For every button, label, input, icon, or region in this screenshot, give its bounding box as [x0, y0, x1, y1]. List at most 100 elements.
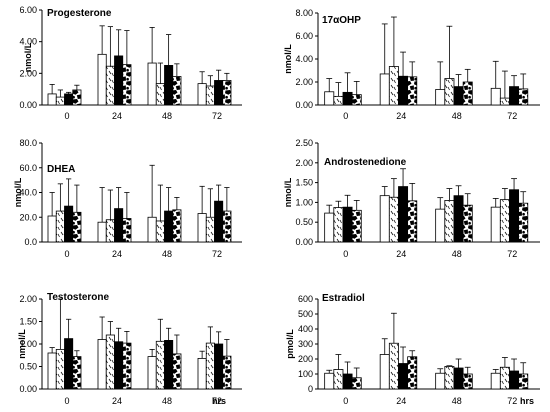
- panel-0: 0.00 2.00 4.00 6.00 nmol/L Progesterone 0 24 48 7…: [19, 5, 242, 121]
- bar-cow-spots: [172, 76, 182, 106]
- x-tick-label: 48: [452, 396, 462, 406]
- bar-dashes: [388, 342, 399, 390]
- x-tick-label: 48: [162, 396, 172, 406]
- bar-dashes: [55, 96, 65, 106]
- y-tick-label: 400: [298, 324, 313, 334]
- y-tick-label: 0: [308, 384, 313, 394]
- y-tick-label: 80.0: [19, 138, 37, 148]
- bar-black: [114, 208, 124, 243]
- x-tick-label: 72: [212, 396, 222, 406]
- y-tick-label: 1.00: [19, 339, 37, 349]
- bar-white: [47, 352, 57, 390]
- bar-white: [97, 221, 107, 243]
- bar-cow-spots: [122, 64, 132, 106]
- bar-cow-spots: [462, 373, 473, 390]
- y-tick-label: 0.50: [19, 362, 37, 372]
- bar-cow-spots: [222, 80, 232, 106]
- bar-dashes: [105, 334, 115, 390]
- panel-4: 0.00 0.50 1.00 1.50 2.00 nmol/L Testosterone 0 2…: [17, 292, 242, 406]
- panel-title: Estradiol: [322, 293, 365, 304]
- bar-cow-spots: [407, 356, 418, 390]
- bar-white: [47, 93, 57, 106]
- y-axis-label: nmol/L: [23, 42, 33, 72]
- bar-dashes: [155, 220, 165, 243]
- bar-dashes: [333, 95, 344, 106]
- x-tick-label: 72: [507, 249, 517, 259]
- bar-dashes: [444, 366, 455, 390]
- y-tick-label: 60.0: [19, 163, 37, 173]
- bar-white: [490, 87, 501, 106]
- bar-black: [164, 339, 174, 390]
- y-tick-label: 1.50: [19, 317, 37, 327]
- bar-cow-spots: [222, 355, 232, 390]
- bar-black: [398, 75, 409, 106]
- y-tick-label: 0.00: [295, 100, 313, 110]
- bar-white: [379, 73, 390, 106]
- x-tick-label: 0: [64, 111, 69, 121]
- x-tick-label: 72: [507, 111, 517, 121]
- x-tick-label: 24: [112, 111, 122, 121]
- bar-dashes: [444, 200, 455, 243]
- x-tick-label: 48: [162, 249, 172, 259]
- bar-white: [97, 339, 107, 390]
- y-axis-label: nmol/L: [283, 177, 293, 207]
- y-tick-label: 2.00: [19, 294, 37, 304]
- y-tick-label: 20.0: [19, 212, 37, 222]
- panel-3: 0.00 0.50 1.00 1.50 2.00 2.50 nmol/L Androstene…: [283, 138, 540, 259]
- bar-dashes: [155, 340, 165, 390]
- y-tick-label: 4.00: [295, 54, 313, 64]
- bar-black: [164, 65, 174, 106]
- x-tick-label: 0: [343, 396, 348, 406]
- y-tick-label: 2.00: [295, 77, 313, 87]
- x-tick-label: 24: [112, 396, 122, 406]
- panel-title: DHEA: [47, 164, 75, 175]
- bar-black: [509, 189, 520, 243]
- bar-black: [64, 93, 74, 106]
- y-tick-label: 2.50: [295, 138, 313, 148]
- bar-black: [398, 363, 409, 390]
- panel-title: 17αOHP: [322, 15, 361, 26]
- panel-title: Testosterone: [47, 292, 109, 303]
- bar-dashes: [205, 85, 215, 106]
- bar-black: [114, 55, 124, 106]
- y-tick-label: 200: [298, 354, 313, 364]
- y-tick-label: 1.00: [295, 197, 313, 207]
- bar-white: [435, 372, 446, 390]
- y-tick-label: 2.00: [19, 68, 37, 78]
- x-tick-label: 24: [396, 396, 406, 406]
- y-tick-label: 100: [298, 369, 313, 379]
- bar-cow-spots: [172, 353, 182, 390]
- bar-white: [147, 356, 157, 390]
- bar-cow-spots: [351, 94, 362, 106]
- x-tick-label: 0: [343, 111, 348, 121]
- bar-cow-spots: [462, 204, 473, 243]
- bar-black: [342, 91, 353, 106]
- y-tick-label: 0.00: [295, 237, 313, 247]
- panel-title: Progesterone: [47, 8, 112, 19]
- x-tick-label: 24: [396, 249, 406, 259]
- bar-cow-spots: [518, 88, 529, 106]
- x-unit-label: hrs: [212, 396, 226, 406]
- bar-dashes: [55, 348, 65, 390]
- bar-black: [342, 373, 353, 390]
- y-tick-label: 1.50: [295, 178, 313, 188]
- bar-white: [197, 213, 207, 243]
- y-axis-label: pmol/L: [285, 329, 295, 359]
- y-tick-label: 0.0: [24, 237, 37, 247]
- x-tick-label: 48: [162, 111, 172, 121]
- bar-black: [214, 200, 224, 243]
- bar-dashes: [55, 210, 65, 243]
- x-tick-label: 48: [452, 249, 462, 259]
- bar-white: [490, 206, 501, 243]
- bar-dashes: [205, 342, 215, 390]
- bar-cow-spots: [122, 218, 132, 243]
- x-tick-label: 24: [396, 111, 406, 121]
- bar-black: [509, 370, 520, 390]
- bar-cow-spots: [351, 209, 362, 243]
- bar-black: [114, 341, 124, 390]
- bar-black: [509, 86, 520, 106]
- bar-black: [64, 338, 74, 390]
- bar-dashes: [388, 66, 399, 106]
- bar-dashes: [105, 219, 115, 243]
- x-tick-label: 72: [507, 396, 517, 406]
